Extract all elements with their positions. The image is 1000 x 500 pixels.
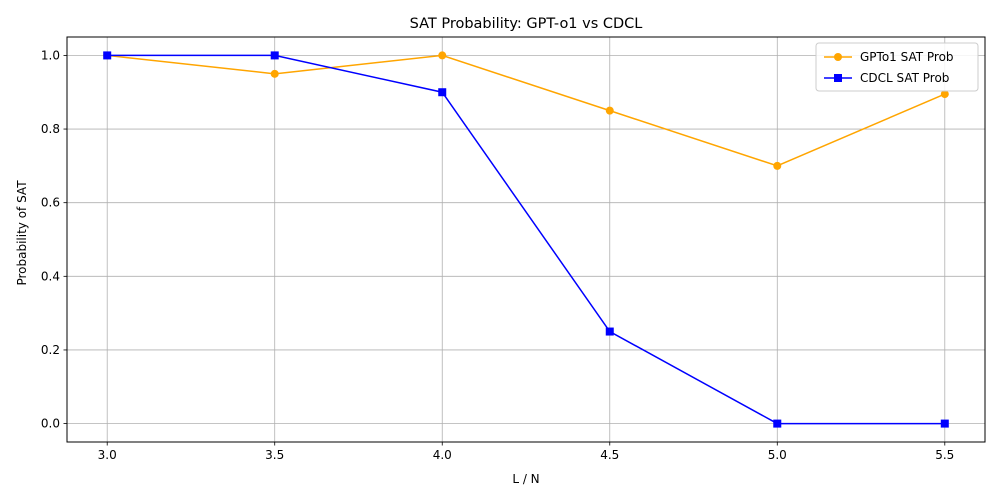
legend-label: CDCL SAT Prob xyxy=(860,71,949,85)
y-tick-label: 0.0 xyxy=(41,417,60,431)
y-tick-label: 0.4 xyxy=(41,269,60,283)
x-axis-ticks: 3.0 3.5 4.0 4.5 5.0 5.5 xyxy=(98,442,954,462)
legend-label: GPTo1 SAT Prob xyxy=(860,50,954,64)
series-line-gpto1 xyxy=(107,54,946,167)
legend-marker xyxy=(834,74,842,82)
y-tick-label: 0.8 xyxy=(41,122,60,136)
data-point-gpto1 xyxy=(605,106,614,115)
data-point-cdcl xyxy=(270,51,279,60)
x-tick-label: 3.0 xyxy=(98,448,117,462)
data-point-cdcl xyxy=(773,419,782,428)
y-tick-label: 1.0 xyxy=(41,48,60,62)
data-point-cdcl xyxy=(438,88,447,97)
plot-frame xyxy=(66,36,986,443)
legend-entry-cdcl: CDCL SAT Prob xyxy=(824,71,949,85)
series-cdcl xyxy=(103,51,949,428)
data-point-gpto1 xyxy=(940,90,949,99)
x-tick-label: 5.5 xyxy=(935,448,954,462)
data-point-gpto1 xyxy=(270,69,279,78)
x-tick-label: 3.5 xyxy=(265,448,284,462)
data-point-cdcl xyxy=(103,51,112,60)
data-point-cdcl xyxy=(605,327,614,336)
y-tick-label: 0.2 xyxy=(41,343,60,357)
legend-box xyxy=(815,42,979,92)
x-tick-label: 4.0 xyxy=(433,448,452,462)
y-axis-ticks: 0.0 0.2 0.4 0.6 0.8 1.0 xyxy=(41,48,67,431)
x-tick-label: 5.0 xyxy=(768,448,787,462)
data-point-gpto1 xyxy=(438,51,447,60)
series-layer xyxy=(103,51,949,428)
series-line-cdcl xyxy=(107,54,945,425)
data-point-cdcl xyxy=(940,419,949,428)
chart-title: SAT Probability: GPT-o1 vs CDCL xyxy=(410,16,643,32)
legend-entry-gpto1: GPTo1 SAT Prob xyxy=(824,50,954,64)
y-tick-label: 0.6 xyxy=(41,196,60,210)
x-axis-label: L / N xyxy=(512,472,539,486)
x-tick-label: 4.5 xyxy=(600,448,619,462)
grid-lines xyxy=(67,37,985,442)
data-point-gpto1 xyxy=(773,161,782,170)
legend-marker xyxy=(834,53,842,61)
y-axis-label: Probability of SAT xyxy=(15,180,29,286)
legend: GPTo1 SAT Prob CDCL SAT Prob xyxy=(815,42,979,92)
